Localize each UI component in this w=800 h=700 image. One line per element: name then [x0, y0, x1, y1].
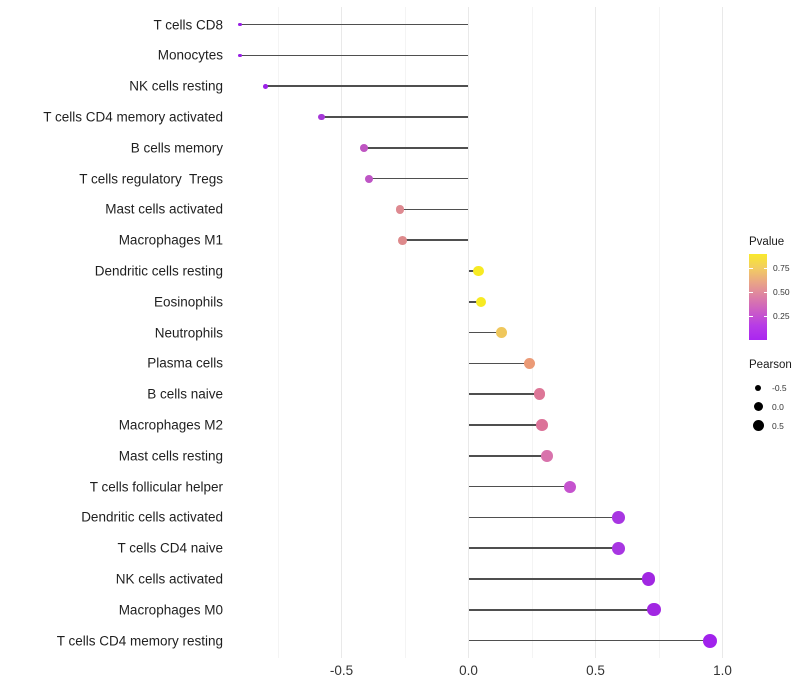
lollipop-stem — [239, 54, 469, 57]
lollipop-dot — [496, 327, 507, 338]
gridline-major — [722, 7, 723, 658]
size-legend-label: 0.5 — [772, 420, 784, 431]
size-legend-dot — [752, 420, 764, 432]
gridline-major — [341, 7, 342, 658]
lollipop-stem — [369, 177, 469, 180]
lollipop-stem — [468, 331, 502, 334]
category-label: Mast cells activated — [105, 201, 223, 217]
lollipop-stem — [468, 301, 482, 303]
pvalue-legend-title: Pvalue — [749, 236, 785, 248]
size-legend-dot — [753, 402, 763, 412]
colorbar-tick-label: 0.25 — [773, 311, 790, 322]
lollipop-dot — [317, 113, 325, 121]
category-label: B cells memory — [130, 140, 223, 156]
gridline-major — [595, 7, 596, 658]
lollipop-dot — [238, 22, 242, 27]
lollipop-dot — [642, 572, 656, 586]
category-label: B cells naive — [147, 386, 223, 402]
lollipop-stem — [468, 455, 548, 457]
lollipop-dot — [473, 265, 484, 277]
lollipop-dot — [523, 357, 536, 370]
category-label: Macrophages M1 — [118, 232, 223, 248]
category-label: Neutrophils — [154, 325, 223, 341]
lollipop-dot — [365, 174, 374, 183]
lollipop-dot — [647, 603, 661, 617]
lollipop-stem — [468, 639, 710, 642]
category-label: T cells follicular helper — [89, 479, 223, 495]
x-tick-label: 1.0 — [713, 663, 732, 678]
x-tick-label: -0.5 — [329, 663, 354, 678]
lollipop-dot — [360, 143, 369, 152]
lollipop-stem — [402, 239, 469, 241]
lollipop-stem — [468, 516, 619, 519]
size-legend-dot — [754, 384, 762, 392]
lollipop-stem — [468, 424, 543, 426]
size-legend-label: -0.5 — [772, 383, 787, 393]
colorbar-tick-mark — [749, 316, 753, 318]
lollipop-stem — [364, 147, 469, 149]
colorbar-tick-label: 0.75 — [773, 263, 790, 274]
category-label: NK cells resting — [129, 78, 223, 94]
lollipop-dot — [611, 541, 625, 555]
pvalue-colorbar — [749, 254, 767, 340]
category-label: T cells regulatory Tregs — [79, 171, 223, 187]
category-label: Dendritic cells activated — [81, 509, 223, 525]
lollipop-dot — [533, 388, 546, 400]
lollipop-stem — [468, 578, 649, 580]
lollipop-dot — [702, 633, 717, 648]
lollipop-dot — [262, 83, 268, 89]
colorbar-tick-mark — [763, 292, 767, 294]
category-label: Monocytes — [157, 47, 223, 63]
category-label: NK cells activated — [115, 571, 223, 587]
x-tick-label: 0.0 — [459, 663, 478, 678]
gridline-minor — [531, 7, 533, 658]
gridline-minor — [277, 7, 279, 658]
gridline-minor — [658, 7, 660, 658]
category-label: T cells CD4 memory activated — [43, 109, 223, 125]
lollipop-stem — [321, 116, 469, 118]
lollipop-dot — [611, 510, 625, 524]
lollipop-stem — [468, 362, 530, 365]
x-tick-label: 0.5 — [586, 663, 605, 678]
category-label: Eosinophils — [153, 294, 223, 310]
lollipop-stem — [239, 23, 469, 26]
size-legend-label: 0.0 — [772, 401, 784, 412]
lollipop-stem — [265, 85, 469, 87]
lollipop-dot — [564, 480, 577, 493]
colorbar-tick-mark — [749, 292, 753, 294]
category-label: T cells CD4 memory resting — [56, 633, 223, 649]
lollipop-stem — [468, 485, 571, 488]
category-label: Plasma cells — [147, 355, 223, 371]
gridline-minor — [404, 7, 406, 658]
colorbar-tick-mark — [763, 268, 767, 270]
category-label: T cells CD8 — [153, 17, 223, 33]
lollipop-stem — [468, 393, 540, 395]
lollipop-dot — [536, 419, 548, 431]
lollipop-stem — [399, 208, 469, 211]
category-label: Mast cells resting — [118, 448, 223, 464]
lollipop-stem — [468, 547, 619, 549]
category-label: Macrophages M0 — [118, 602, 223, 618]
lollipop-dot — [475, 296, 487, 307]
lollipop-dot — [541, 449, 554, 462]
lollipop-dot — [395, 205, 405, 214]
colorbar-tick-mark — [763, 316, 767, 318]
colorbar-tick-mark — [749, 268, 753, 270]
pearson-legend-title: Pearson — [749, 359, 792, 371]
category-label: T cells CD4 naive — [117, 540, 223, 556]
lollipop-stem — [468, 609, 654, 611]
lollipop-dot — [238, 53, 242, 58]
category-label: Macrophages M2 — [118, 417, 223, 433]
lollipop-dot — [398, 235, 407, 245]
colorbar-tick-label: 0.50 — [773, 287, 790, 298]
category-label: Dendritic cells resting — [94, 263, 223, 279]
